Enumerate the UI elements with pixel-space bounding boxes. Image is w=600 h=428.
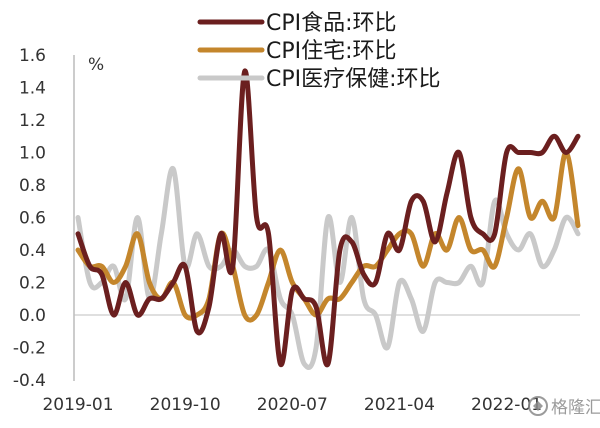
legend: CPI食品:环比 CPI住宅:环比 CPI医疗保健:环比 [197,11,441,92]
y-tick-label: 1.2 [19,111,46,131]
x-tick-label: 2021-04 [364,395,435,415]
x-tick-label: 2019-10 [150,395,221,415]
series-line-0 [75,68,581,368]
watermark-logo-icon [528,396,548,416]
y-tick-label: 0.2 [19,274,46,294]
y-tick-label: 1.0 [19,144,46,164]
watermark: 格隆汇 [528,396,600,418]
watermark-logo-mark [533,401,543,411]
y-tick-label: 0.0 [19,306,46,326]
y-tick-label: 1.4 [19,79,46,99]
legend-label: CPI医疗保健:环比 [266,67,441,92]
y-tick-label: -0.4 [13,371,46,391]
y-tick-label: 0.4 [19,241,46,261]
y-tick-label: -0.2 [13,339,46,359]
series-lines [75,68,581,370]
y-tick-labels: 1.6 1.4 1.2 1.0 0.8 0.6 0.4 0.2 0.0 -0.2 -0.4 [13,46,46,391]
x-tick-labels: 2019-01 2019-10 2020-07 2021-04 2022-01 [42,395,542,415]
series-line-2 [75,166,581,370]
y-tick-label: 0.6 [19,209,46,229]
legend-label: CPI住宅:环比 [266,39,397,64]
y-tick-label: 1.6 [19,46,46,66]
x-tick-label: 2022-01 [471,395,542,415]
y-tick-label: 0.8 [19,176,46,196]
legend-label: CPI食品:环比 [266,11,397,36]
y-unit-label: % [88,55,104,75]
x-tick-label: 2020-07 [257,395,328,415]
watermark-text: 格隆汇 [551,398,600,418]
x-tick-label: 2019-01 [42,395,113,415]
